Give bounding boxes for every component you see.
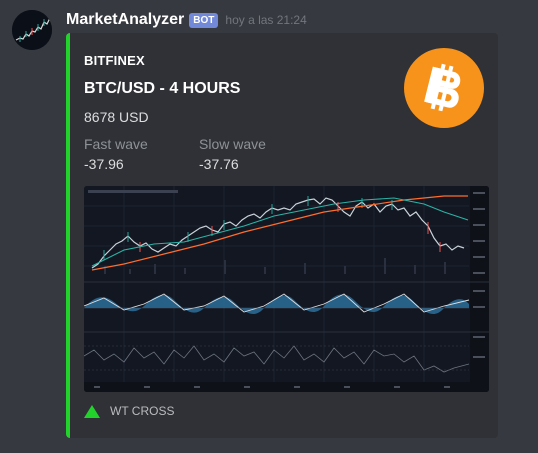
field-name: Slow wave [199,136,266,152]
timestamp[interactable]: hoy a las 21:24 [225,13,307,27]
field-value: -37.96 [84,156,124,172]
bot-avatar[interactable] [12,10,52,50]
field-fast-wave: Fast wave -37.96 [84,136,148,172]
bot-tag: BOT [189,12,219,28]
footer-text: WT CROSS [110,404,175,418]
embed-provider: BITFINEX [84,53,145,68]
embed-title: BTC/USD - 4 HOURS [84,80,241,97]
embed-description: 8678 USD [84,109,149,125]
message-header: MarketAnalyzer BOT hoy a las 21:24 [66,10,307,30]
field-name: Fast wave [84,136,148,152]
green-triangle-up-icon [84,404,100,418]
username[interactable]: MarketAnalyzer [66,11,185,28]
price-chart-graphic [84,186,489,392]
bitcoin-logo-icon [404,48,484,128]
chart-image[interactable] [84,186,489,392]
embed-footer: WT CROSS [84,404,174,418]
embed-card: BITFINEX BTC/USD - 4 HOURS 8678 USD Fast… [66,33,498,438]
field-value: -37.76 [199,156,239,172]
field-slow-wave: Slow wave -37.76 [199,136,266,172]
avatar-chart-icon [12,10,52,50]
embed-thumbnail[interactable] [404,48,484,128]
